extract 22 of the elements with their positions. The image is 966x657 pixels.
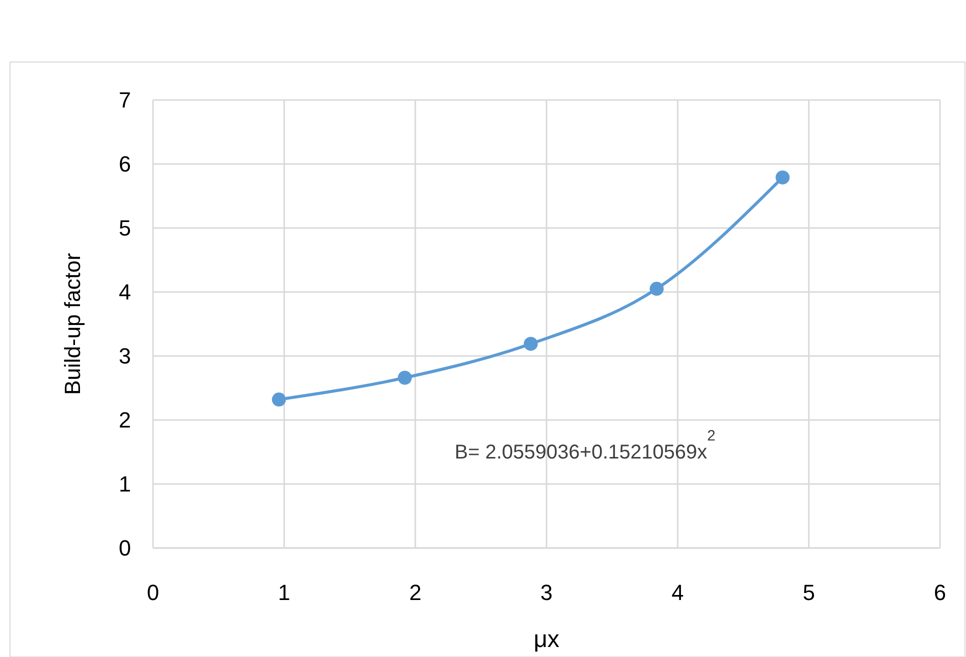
x-tick-label: 3 <box>540 580 553 605</box>
x-axis-title: μx <box>534 626 560 653</box>
y-tick-label: 7 <box>118 88 131 113</box>
y-tick-label: 3 <box>118 344 131 369</box>
point <box>272 392 286 407</box>
y-tick-label: 1 <box>118 472 131 497</box>
point <box>776 170 790 184</box>
x-tick-label: 6 <box>934 580 946 605</box>
point <box>650 282 664 296</box>
point <box>398 370 412 385</box>
x-tick-label: 0 <box>146 580 160 605</box>
x-tick-label: 4 <box>672 580 684 605</box>
x-tick-label: 1 <box>278 580 290 605</box>
y-axis-title: Build-up factor <box>60 253 85 395</box>
x-tick-label: 2 <box>409 580 422 605</box>
y-tick-label: 4 <box>118 280 131 305</box>
point <box>524 336 538 351</box>
y-tick-label: 6 <box>118 152 131 177</box>
y-tick-label: 0 <box>118 536 131 561</box>
y-tick-label: 5 <box>118 216 131 241</box>
x-tick-label: 5 <box>802 580 815 605</box>
y-tick-label: 2 <box>118 408 131 433</box>
